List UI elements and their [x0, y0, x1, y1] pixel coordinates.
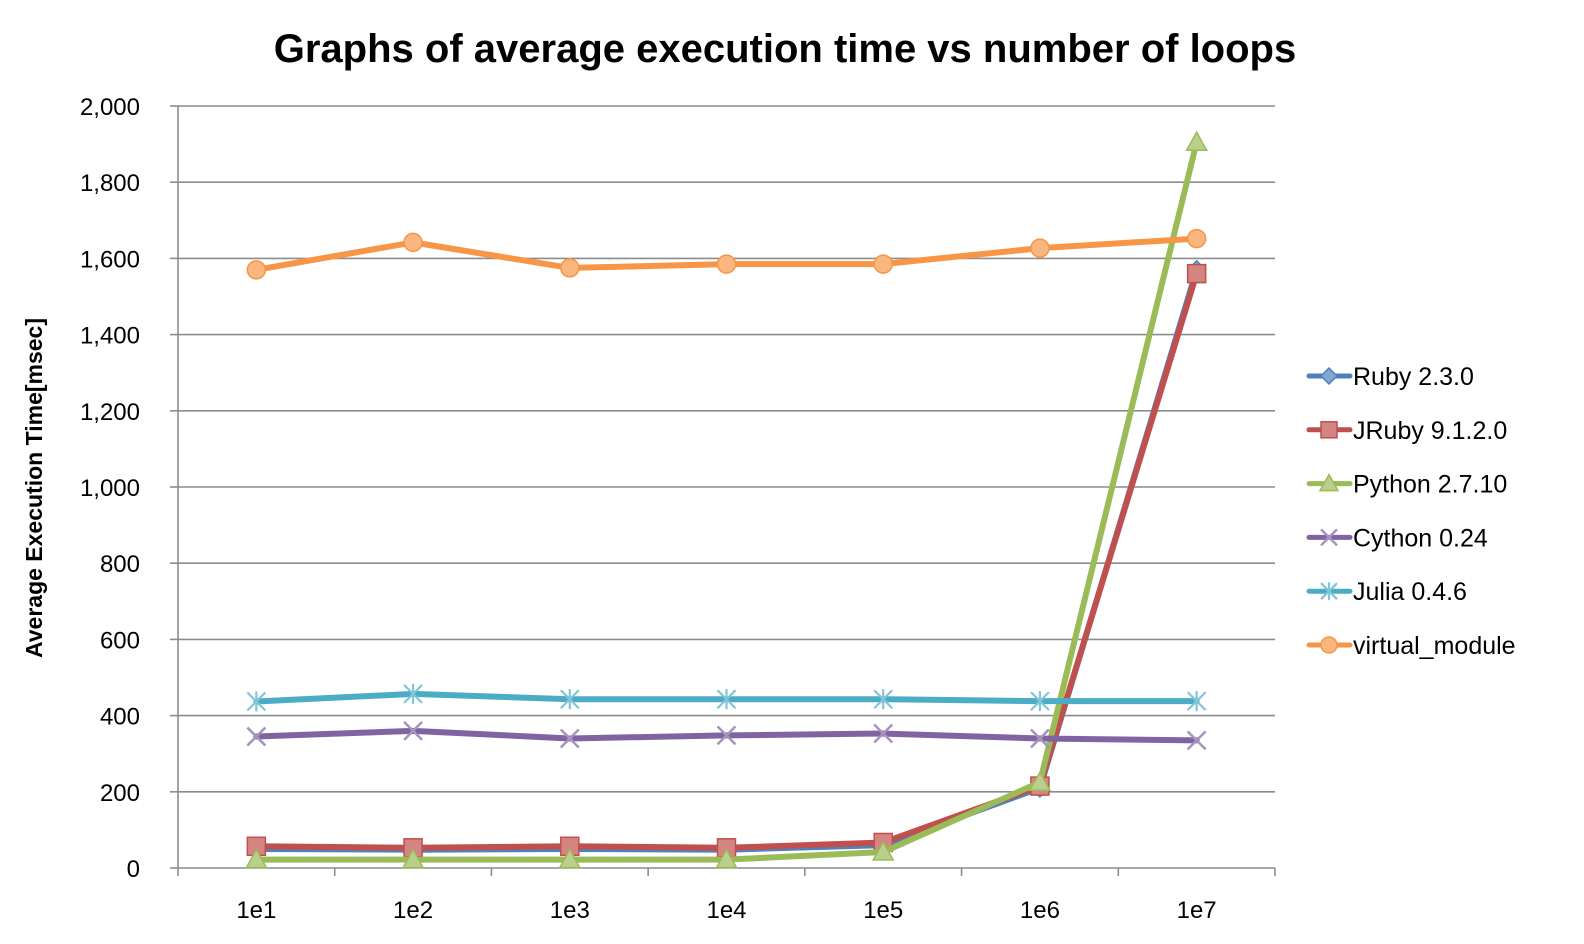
data-point-julia-0-4-6-1e5 [873, 689, 893, 710]
data-point-python-2-7-10-1e3 [558, 848, 582, 869]
y-tick-label: 1,800 [80, 170, 140, 197]
y-tick-label: 0 [127, 856, 140, 883]
x-tick-label-1e1: 1e1 [236, 897, 276, 924]
x-tick-label-1e2: 1e2 [393, 897, 433, 924]
y-axis-ticks: 0 200 400 600 800 1,000 1,200 1,400 1,600 1,800 2,… [80, 94, 140, 883]
series-lines [245, 130, 1208, 869]
legend-item-jruby-9-1-2-0: JRuby 9.1.2.0 [1306, 417, 1507, 445]
legend-label: JRuby 9.1.2.0 [1353, 417, 1507, 445]
legend-marker [1320, 421, 1338, 439]
data-point-cython-0-24-1e5 [873, 723, 894, 744]
data-point-julia-0-4-6-1e1 [246, 691, 267, 712]
data-point-virtual-module-1e7 [1186, 228, 1207, 249]
legend-marker [1318, 473, 1340, 492]
y-tick-label: 400 [100, 704, 140, 731]
legend-item-ruby-2-3-0: Ruby 2.3.0 [1306, 363, 1474, 391]
legend-label: Julia 0.4.6 [1353, 578, 1467, 606]
data-point-julia-0-4-6-1e3 [560, 689, 580, 710]
data-point-cython-0-24-1e2 [403, 720, 423, 741]
series-python-2-7-10 [245, 130, 1208, 869]
data-point-python-2-7-10-1e5 [871, 840, 895, 861]
data-point-julia-0-4-6-1e4 [716, 689, 737, 710]
legend-label: Python 2.7.10 [1353, 471, 1507, 499]
legend-marker [1320, 582, 1338, 601]
series-cython-0-24 [246, 720, 1207, 751]
y-tick-label: 1,600 [80, 246, 140, 273]
data-point-virtual-module-1e1 [246, 260, 267, 280]
y-tick-label: 800 [100, 551, 140, 578]
legend-label: Ruby 2.3.0 [1353, 363, 1474, 391]
legend-item-python-2-7-10: Python 2.7.10 [1306, 471, 1507, 499]
legend-item-virtual-module: virtual_module [1306, 632, 1516, 660]
x-tick-label-1e7: 1e7 [1177, 897, 1217, 924]
data-point-julia-0-4-6-1e7 [1186, 691, 1207, 712]
legend-marker [1320, 528, 1338, 547]
legend: Ruby 2.3.0 JRuby 9.1.2.0 Python 2.7.10 Cyth… [1306, 363, 1516, 660]
series-jruby-9-1-2-0 [246, 263, 1207, 858]
data-point-julia-0-4-6-1e2 [403, 683, 423, 704]
legend-marker [1319, 366, 1339, 386]
y-tick-label: 1,200 [80, 399, 140, 426]
x-tick-label-1e3: 1e3 [550, 897, 590, 924]
x-axis-ticks: 1e1 1e2 1e3 1e4 1e5 1e6 1e7 [177, 868, 1276, 924]
data-point-virtual-module-1e3 [560, 258, 580, 278]
data-point-julia-0-4-6-1e6 [1030, 691, 1050, 712]
legend-item-cython-0-24: Cython 0.24 [1306, 524, 1488, 552]
legend-label: Cython 0.24 [1353, 524, 1488, 552]
y-axis-label: Average Execution Time[msec] [21, 318, 47, 658]
series-virtual-module [246, 228, 1207, 280]
x-tick-label-1e5: 1e5 [863, 897, 903, 924]
series-line-ruby-2-3-0 [253, 266, 1200, 853]
x-tick-label-1e6: 1e6 [1020, 897, 1060, 924]
chart-title: Graphs of average execution time vs numb… [274, 27, 1296, 71]
data-point-jruby-9-1-2-0-1e7 [1186, 263, 1207, 284]
data-point-virtual-module-1e2 [403, 232, 423, 253]
x-tick-label-1e4: 1e4 [706, 897, 746, 924]
legend-marker [1320, 636, 1338, 654]
data-point-virtual-module-1e6 [1030, 238, 1050, 258]
data-point-cython-0-24-1e6 [1030, 728, 1050, 749]
data-point-python-2-7-10-1e4 [715, 848, 738, 869]
data-point-python-2-7-10-1e2 [401, 848, 425, 869]
y-tick-label: 200 [100, 780, 140, 807]
data-point-virtual-module-1e5 [873, 254, 893, 274]
data-point-python-2-7-10-1e1 [245, 848, 268, 869]
series-line-jruby-9-1-2-0 [253, 270, 1200, 851]
legend-item-julia-0-4-6: Julia 0.4.6 [1306, 578, 1467, 606]
y-tick-label: 1,000 [80, 475, 140, 502]
series-ruby-2-3-0 [246, 259, 1207, 860]
data-point-cython-0-24-1e3 [559, 728, 580, 749]
legend-label: virtual_module [1353, 632, 1516, 660]
data-point-python-2-7-10-1e6 [1028, 770, 1052, 792]
data-point-cython-0-24-1e1 [246, 726, 267, 747]
data-point-cython-0-24-1e4 [716, 725, 737, 746]
data-point-python-2-7-10-1e7 [1185, 130, 1208, 151]
data-point-virtual-module-1e4 [716, 254, 737, 274]
y-tick-label: 1,400 [80, 323, 140, 350]
series-julia-0-4-6 [246, 683, 1207, 712]
y-tick-label: 2,000 [80, 94, 140, 121]
data-point-cython-0-24-1e7 [1186, 730, 1207, 751]
y-tick-label: 600 [100, 627, 140, 654]
